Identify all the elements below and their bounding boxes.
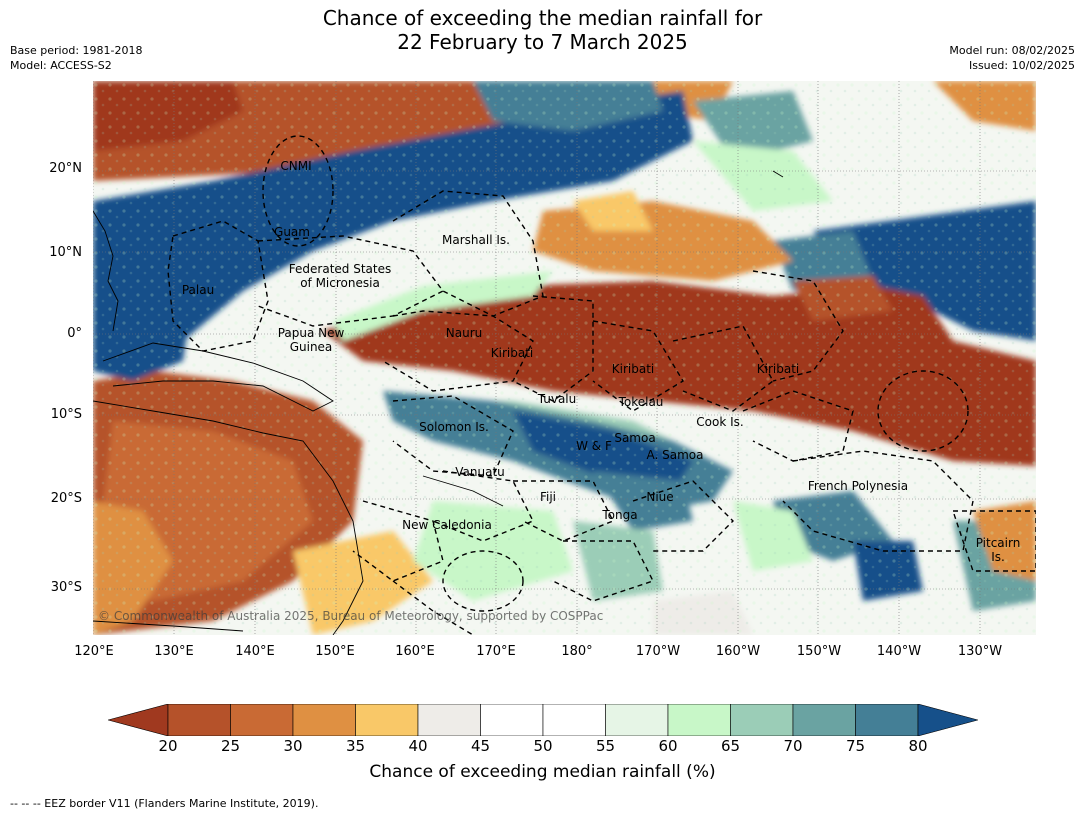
map-field [93,81,1036,635]
colorbar-segment [292,704,356,736]
place-label-cook-is: Cook Is. [696,415,744,429]
colorbar-segment [542,704,606,736]
colorbar-segment [230,704,294,736]
lon-label-120e: 120°E [74,644,114,659]
lon-label-160e: 160°E [395,644,435,659]
map-title: Chance of exceeding the median rainfall … [0,6,1085,54]
place-label-nauru: Nauru [445,326,483,340]
meta-right: Model run: 08/02/2025 Issued: 10/02/2025 [949,43,1075,73]
lon-label-170e: 170°E [476,644,516,659]
lon-label-160w: 160°W [715,644,761,659]
lon-label-140e: 140°E [235,644,275,659]
lat-label-30s: 30°S [50,580,82,595]
model-run: Model run: 08/02/2025 [949,44,1075,57]
colorbar-tick-label: 35 [345,737,366,755]
colorbar-segment [480,704,544,736]
lat-label-0: 0° [67,326,82,341]
lat-label-20n: 20°N [49,161,82,176]
place-label-cnmi: CNMI [280,159,312,173]
base-period: Base period: 1981-2018 [10,44,143,57]
place-label-new-caledonia: New Caledonia [402,518,492,532]
place-label-samoa: Samoa [614,431,656,445]
lat-label-20s: 20°S [50,491,82,506]
place-label-tokelau: Tokelau [618,395,664,409]
colorbar-tick-label: 75 [845,737,866,755]
meta-left: Base period: 1981-2018 Model: ACCESS-S2 [10,43,142,73]
colorbar-segment [730,704,794,736]
lat-label-10n: 10°N [49,245,82,260]
colorbar-tick-label: 70 [783,737,803,755]
lon-label-130w: 130°W [957,644,1003,659]
place-label-tonga: Tonga [602,508,638,522]
lon-label-150e: 150°E [315,644,355,659]
colorbar-tick-label: 20 [158,737,178,755]
title-line-2: 22 February to 7 March 2025 [397,30,688,54]
colorbar-tick-label: 80 [908,737,928,755]
lat-label-10s: 10°S [50,407,82,422]
place-label-png: Papua New Guinea [277,326,345,354]
colorbar-tick-label: 45 [470,737,491,755]
lon-label-140w: 140°W [876,644,922,659]
lon-label-170w: 170°W [635,644,681,659]
eez-footnote: -- -- -- EEZ border V11 (Flanders Marine… [10,797,319,810]
place-label-fsm: Federated States of Micronesia [288,262,392,290]
colorbar-tick-label: 60 [658,737,678,755]
copyright-notice: © Commonwealth of Australia 2025, Bureau… [98,609,604,623]
colorbar-segment [605,704,669,736]
colorbar-tick-label: 65 [720,737,741,755]
colorbar-segment [167,704,231,736]
place-label-vanuatu: Vanuatu [455,465,505,479]
colorbar-segment [667,704,731,736]
colorbar-extend-low [108,704,169,736]
colorbar-tick-label: 25 [220,737,241,755]
colorbar-tick-label: 30 [283,737,303,755]
lon-label-130e: 130°E [154,644,194,659]
rainfall-map [93,81,1036,635]
model-name: Model: ACCESS-S2 [10,59,112,72]
place-label-french-polynesia: French Polynesia [807,479,909,493]
place-label-marshall: Marshall Is. [442,233,510,247]
colorbar-segment [855,704,919,736]
place-label-kiribati-central: Kiribati [611,362,655,376]
colorbar-extend-high [917,704,978,736]
place-label-solomon-is: Solomon Is. [419,420,489,434]
lon-label-150w: 150°W [796,644,842,659]
place-label-niue: Niue [646,490,674,504]
place-label-pitcairn-is: Pitcairn Is. [975,536,1021,564]
place-label-guam: Guam [274,225,310,239]
colorbar-segment [792,704,856,736]
title-line-1: Chance of exceeding the median rainfall … [322,6,763,30]
place-label-tuvalu: Tuvalu [537,392,577,406]
colorbar-tick-label: 50 [533,737,553,755]
colorbar-label: Chance of exceeding median rainfall (%) [369,762,716,782]
place-label-kiribati-west: Kiribati [490,346,534,360]
colorbar [108,704,978,736]
colorbar-segment [417,704,481,736]
colorbar-tick-label: 40 [408,737,428,755]
issued-date: Issued: 10/02/2025 [968,59,1075,72]
place-label-wallis-futuna: W & F [576,439,612,453]
place-label-kiribati-east: Kiribati [756,362,800,376]
place-label-american-samoa: A. Samoa [646,448,704,462]
place-label-fiji: Fiji [539,490,557,504]
place-label-palau: Palau [181,283,215,297]
colorbar-segment [355,704,419,736]
colorbar-tick-label: 55 [595,737,616,755]
lon-label-180: 180° [561,644,593,659]
